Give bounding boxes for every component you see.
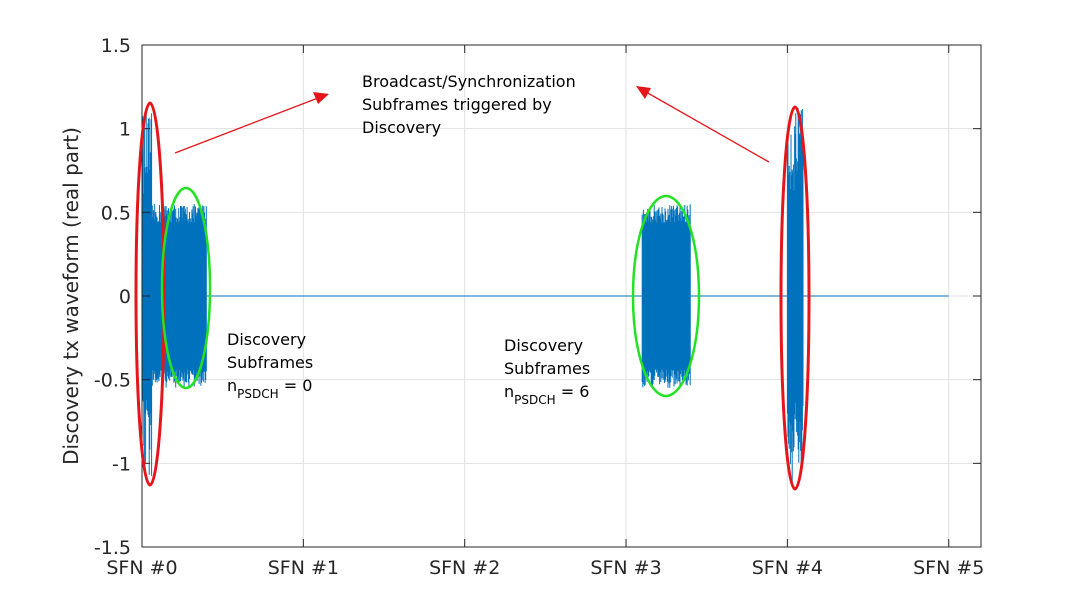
x-tick-label: SFN #3 xyxy=(590,557,661,579)
x-tick-label: SFN #2 xyxy=(429,557,500,579)
waveform-core xyxy=(787,201,804,391)
arrow-left-shaft xyxy=(174,97,319,154)
broadcast-sync-subframe-burst xyxy=(786,108,804,482)
n-subscript: PSDCH xyxy=(237,387,279,401)
x-tick-label: SFN #1 xyxy=(268,557,339,579)
y-tick-label: -1.5 xyxy=(94,537,131,559)
broadcast-annotation-line-3: Discovery xyxy=(362,118,441,137)
n-value: = 0 xyxy=(279,376,313,395)
broadcast-annotation: Broadcast/Synchronization Subframes trig… xyxy=(362,72,576,137)
n-symbol: n xyxy=(504,382,514,401)
waveform-core xyxy=(151,222,207,370)
x-tick-label: SFN #4 xyxy=(752,557,823,579)
discovery-right-nvalue: nPSDCH = 6 xyxy=(504,382,589,407)
n-subscript: PSDCH xyxy=(514,393,556,407)
y-tick-label: 0.5 xyxy=(101,202,131,224)
discovery-left-line-2: Subframes xyxy=(227,353,313,372)
n-symbol: n xyxy=(227,376,237,395)
broadcast-sync-ellipse-left xyxy=(134,101,166,487)
discovery-left-nvalue: nPSDCH = 0 xyxy=(227,376,312,401)
y-axis-title: Discovery tx waveform (real part) xyxy=(59,127,83,465)
discovery-subframe-burst xyxy=(641,204,691,388)
x-tick-label: SFN #0 xyxy=(106,557,177,579)
annotation-arrows xyxy=(174,86,770,163)
n-value: = 6 xyxy=(556,382,590,401)
discovery-ellipse-left xyxy=(160,186,212,390)
discovery-left-line-1: Discovery xyxy=(227,330,306,349)
y-tick-label: 1 xyxy=(119,119,131,141)
arrow-right-head xyxy=(636,86,651,99)
discovery-subframe-burst xyxy=(151,204,207,388)
arrow-right-shaft xyxy=(645,91,770,163)
discovery-right-line-1: Discovery xyxy=(504,336,583,355)
broadcast-annotation-line-1: Broadcast/Synchronization xyxy=(362,72,576,91)
y-tick-label: 0 xyxy=(119,286,131,308)
discovery-annotation-right: Discovery Subframes nPSDCH = 6 xyxy=(504,336,590,407)
discovery-ellipse-right xyxy=(631,194,701,398)
arrow-left-head xyxy=(313,92,329,104)
y-tick-label: -0.5 xyxy=(94,370,131,392)
broadcast-annotation-line-2: Subframes triggered by xyxy=(362,95,552,114)
waveform-series xyxy=(141,108,949,482)
waveform-core xyxy=(642,222,691,370)
discovery-right-line-2: Subframes xyxy=(504,359,590,378)
y-tick-label: 1.5 xyxy=(101,35,131,57)
highlight-ellipses xyxy=(134,101,811,491)
x-tick-label: SFN #5 xyxy=(913,557,984,579)
y-tick-label: -1 xyxy=(112,453,131,475)
axis-ticks: SFN #0 SFN #1 SFN #2 SFN #3 SFN #4 SFN #5 -1.5… xyxy=(94,35,984,579)
broadcast-sync-ellipse-right xyxy=(779,105,811,491)
discovery-annotation-left: Discovery Subframes nPSDCH = 0 xyxy=(227,330,313,401)
